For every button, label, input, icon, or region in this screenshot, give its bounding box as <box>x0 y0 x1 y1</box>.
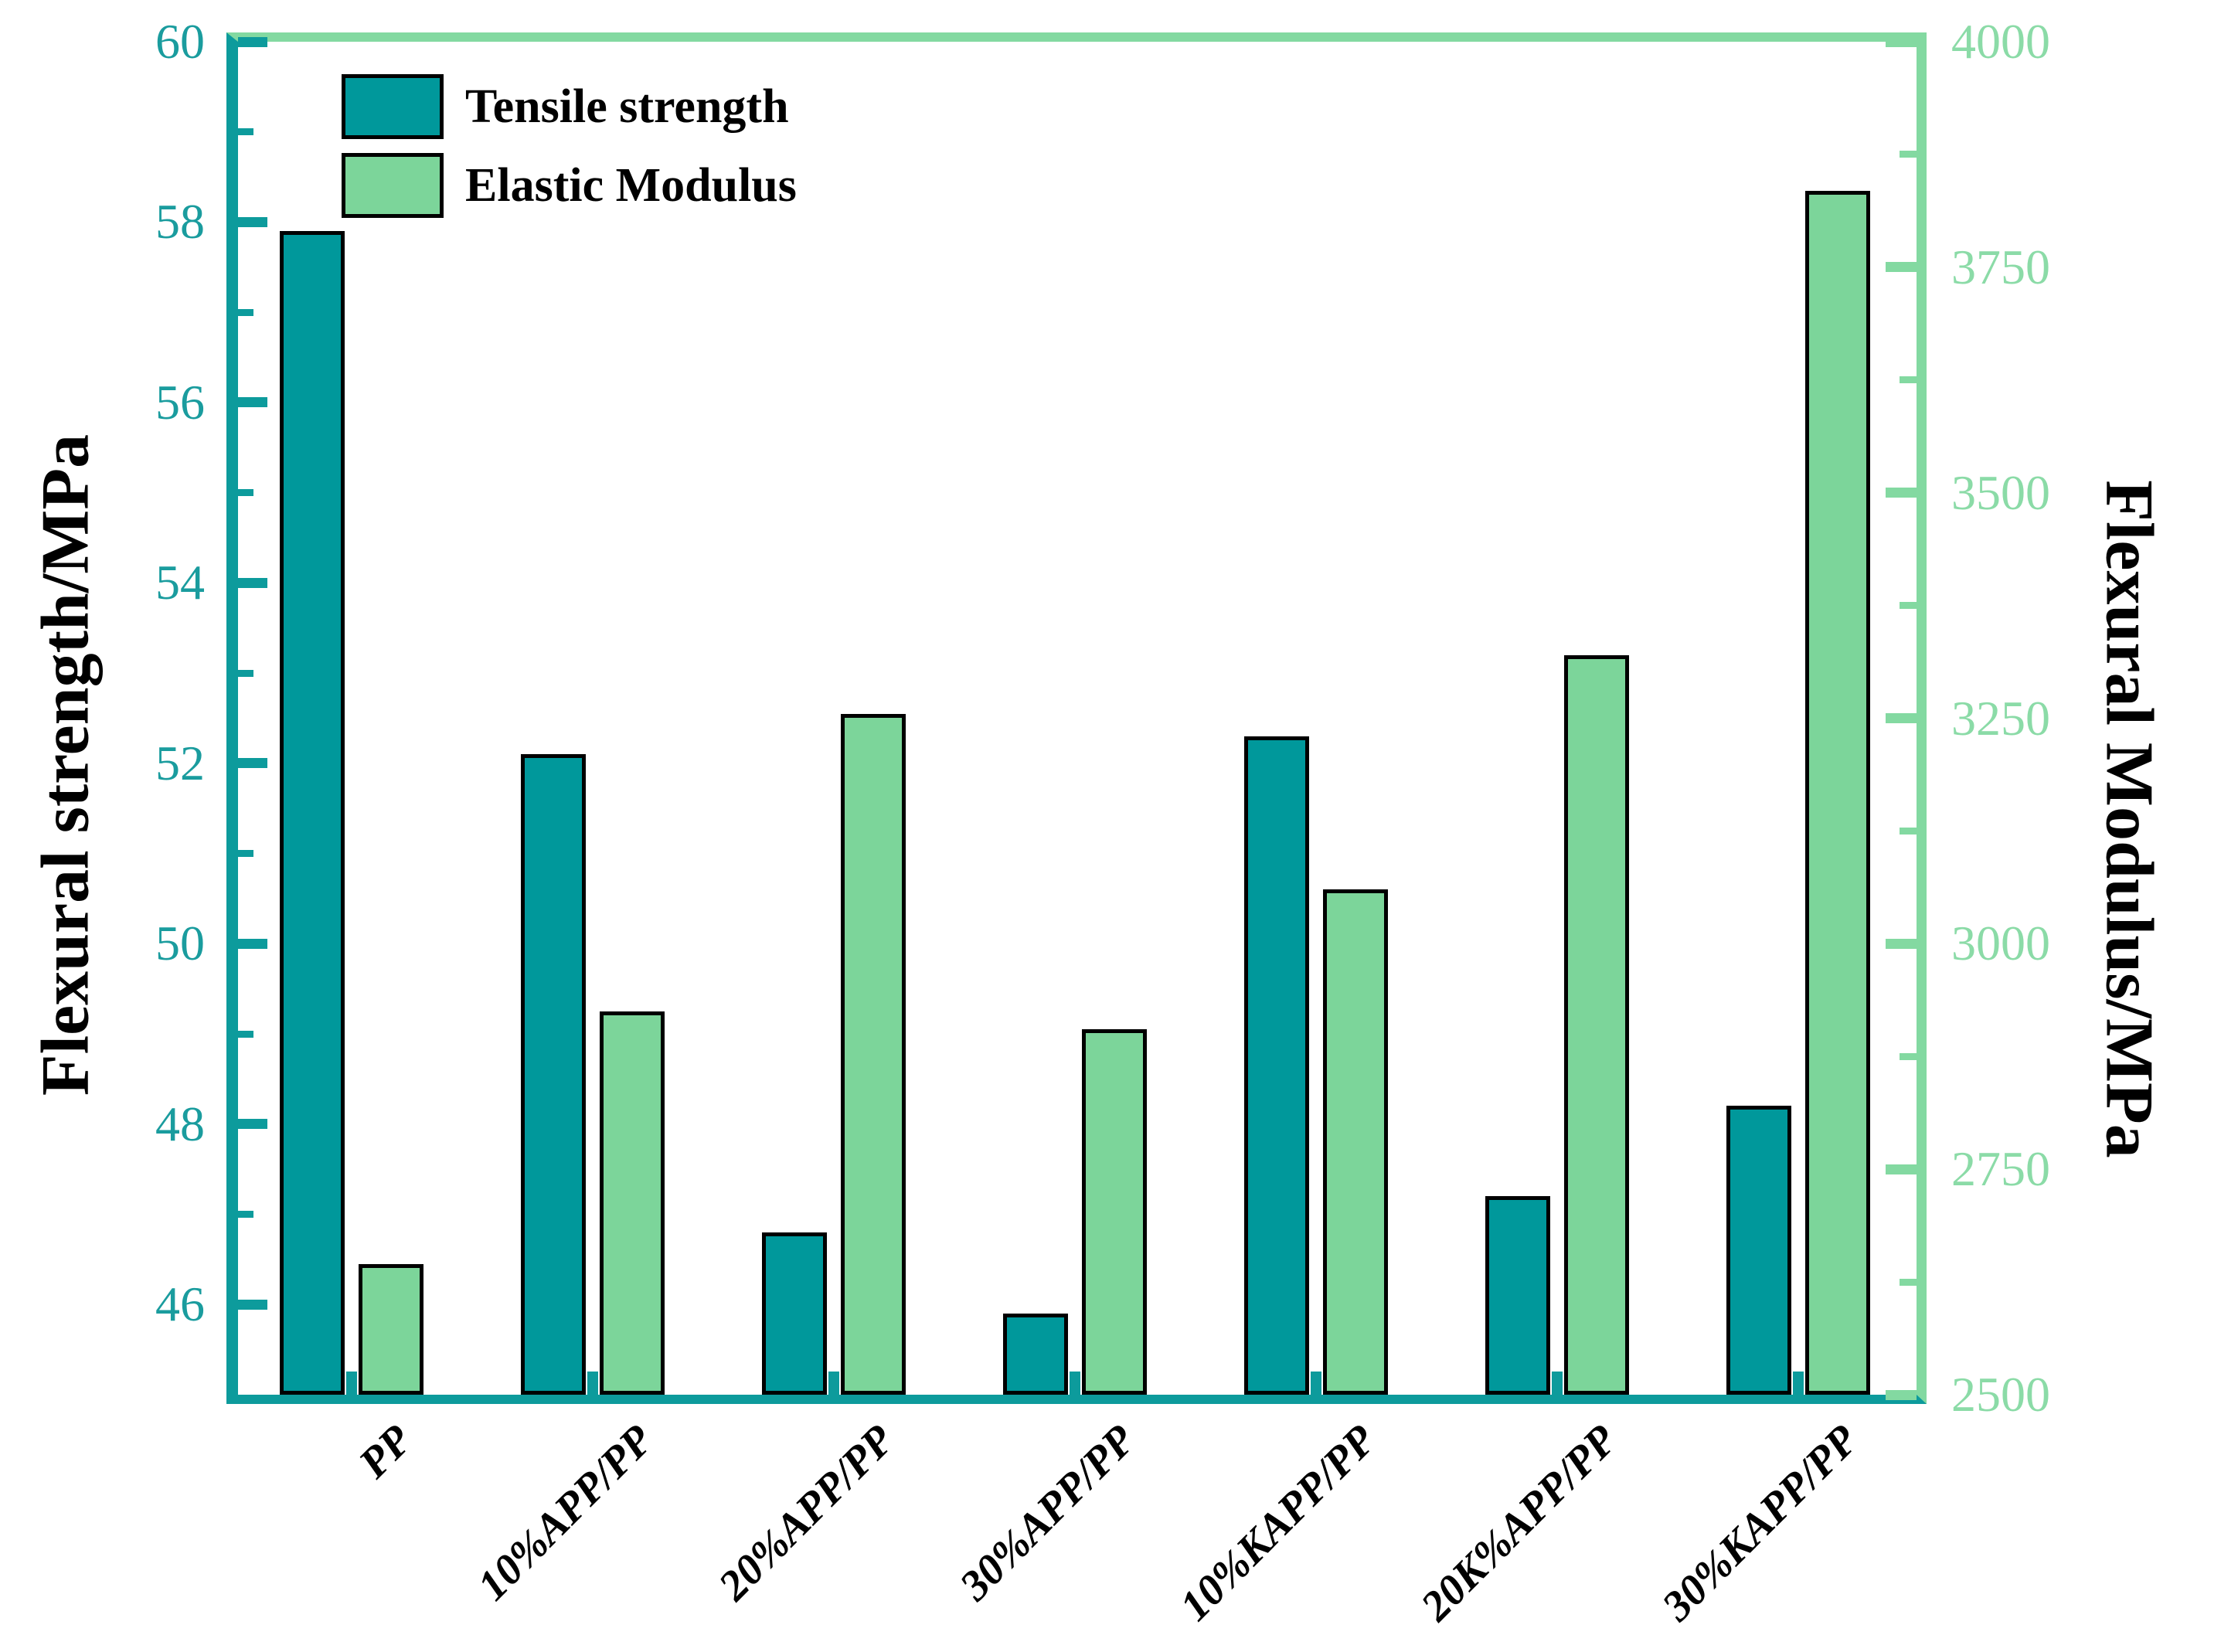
right-axis-major-tick <box>1886 1164 1917 1174</box>
left-axis-tick-label: 58 <box>155 194 205 250</box>
x-axis-label-10%KAPP/PP: 10%KAPP/PP <box>1171 1416 1386 1630</box>
bar-elastic-10%APP/PP <box>600 1011 665 1395</box>
right-axis-minor-tick <box>1900 376 1917 384</box>
right-axis-tick-label: 3250 <box>1951 690 2050 746</box>
left-axis-tick-label: 50 <box>155 916 205 971</box>
legend-label-elastic: Elastic Modulus <box>465 158 797 212</box>
right-axis-minor-tick <box>1900 1052 1917 1060</box>
right-axis-major-tick <box>1886 488 1917 498</box>
bar-elastic-30%KAPP/PP <box>1805 190 1870 1395</box>
x-axis-label-20K%APP/PP: 20K%APP/PP <box>1412 1416 1627 1630</box>
bar-elastic-20%APP/PP <box>841 713 906 1395</box>
left-axis-major-tick <box>238 216 267 227</box>
right-axis-tick-label: 2750 <box>1951 1141 2050 1197</box>
bar-elastic-20K%APP/PP <box>1564 654 1629 1395</box>
right-axis-major-tick <box>1886 713 1917 723</box>
bar-tensile-PP <box>280 231 345 1395</box>
bar-elastic-30%APP/PP <box>1082 1029 1147 1395</box>
x-axis-label-30%KAPP/PP: 30%KAPP/PP <box>1653 1416 1868 1630</box>
left-axis-minor-tick <box>238 308 253 316</box>
right-axis-minor-tick <box>1900 602 1917 610</box>
left-axis-tick-label: 54 <box>155 555 205 610</box>
legend-swatch-elastic <box>342 153 444 218</box>
left-axis-major-tick <box>238 577 267 588</box>
x-axis-label-20%APP/PP: 20%APP/PP <box>709 1416 903 1610</box>
x-axis-tick <box>1793 1372 1804 1395</box>
legend-label-tensile: Tensile strength <box>465 80 789 133</box>
right-axis-tick-label: 4000 <box>1951 14 2050 69</box>
bar-tensile-30%APP/PP <box>1003 1313 1068 1395</box>
right-axis-tick-label: 3000 <box>1951 916 2050 971</box>
x-axis-tick <box>346 1372 357 1395</box>
x-axis-tick <box>587 1372 598 1395</box>
right-axis-title: Flexural Modulus/MPa <box>2091 480 2167 1158</box>
x-axis-tick <box>1070 1372 1080 1395</box>
left-axis-minor-tick <box>238 669 253 677</box>
bar-elastic-10%KAPP/PP <box>1323 889 1388 1395</box>
x-axis-label-PP: PP <box>349 1416 421 1487</box>
bar-elastic-PP <box>359 1263 423 1395</box>
left-axis-tick-label: 56 <box>155 374 205 430</box>
left-axis-minor-tick <box>238 128 253 136</box>
plot-area <box>226 32 1927 1404</box>
right-axis-tick-label: 2500 <box>1951 1367 2050 1422</box>
x-axis-tick <box>1552 1372 1563 1395</box>
right-axis-minor-tick <box>1900 827 1917 834</box>
x-axis-label-10%APP/PP: 10%APP/PP <box>468 1416 662 1610</box>
left-axis-major-tick <box>238 1299 267 1310</box>
bar-tensile-20K%APP/PP <box>1485 1196 1550 1395</box>
legend: Tensile strength Elastic Modulus <box>342 74 797 232</box>
left-axis-major-tick <box>238 758 267 769</box>
left-axis-tick-label: 60 <box>155 14 205 69</box>
right-axis-tick-label: 3500 <box>1951 464 2050 520</box>
left-axis-major-tick <box>238 36 267 47</box>
right-axis-major-tick <box>1886 262 1917 273</box>
x-axis-tick <box>828 1372 839 1395</box>
bar-tensile-20%APP/PP <box>762 1232 827 1395</box>
left-axis-tick-label: 52 <box>155 735 205 790</box>
bar-tensile-10%APP/PP <box>521 754 586 1395</box>
right-axis-tick-label: 3750 <box>1951 239 2050 294</box>
left-axis-minor-tick <box>238 850 253 858</box>
legend-swatch-tensile <box>342 74 444 139</box>
right-axis-major-tick <box>1886 36 1917 47</box>
left-axis-minor-tick <box>238 1211 253 1219</box>
right-axis-major-tick <box>1886 938 1917 949</box>
x-axis-label-30%APP/PP: 30%APP/PP <box>950 1416 1145 1610</box>
x-axis-tick <box>1311 1372 1321 1395</box>
right-axis-minor-tick <box>1900 1278 1917 1286</box>
left-axis-minor-tick <box>238 1030 253 1038</box>
bar-tensile-30%KAPP/PP <box>1726 1106 1791 1395</box>
left-axis-tick-label: 46 <box>155 1276 205 1332</box>
left-axis-minor-tick <box>238 489 253 497</box>
left-axis-major-tick <box>238 1119 267 1130</box>
legend-item-tensile: Tensile strength <box>342 74 797 139</box>
left-axis-major-tick <box>238 397 267 408</box>
right-axis-major-tick <box>1886 1389 1917 1400</box>
left-axis-tick-label: 48 <box>155 1096 205 1151</box>
legend-item-elastic: Elastic Modulus <box>342 153 797 218</box>
right-axis-minor-tick <box>1900 151 1917 158</box>
left-axis-major-tick <box>238 938 267 949</box>
bar-tensile-10%KAPP/PP <box>1244 736 1309 1395</box>
